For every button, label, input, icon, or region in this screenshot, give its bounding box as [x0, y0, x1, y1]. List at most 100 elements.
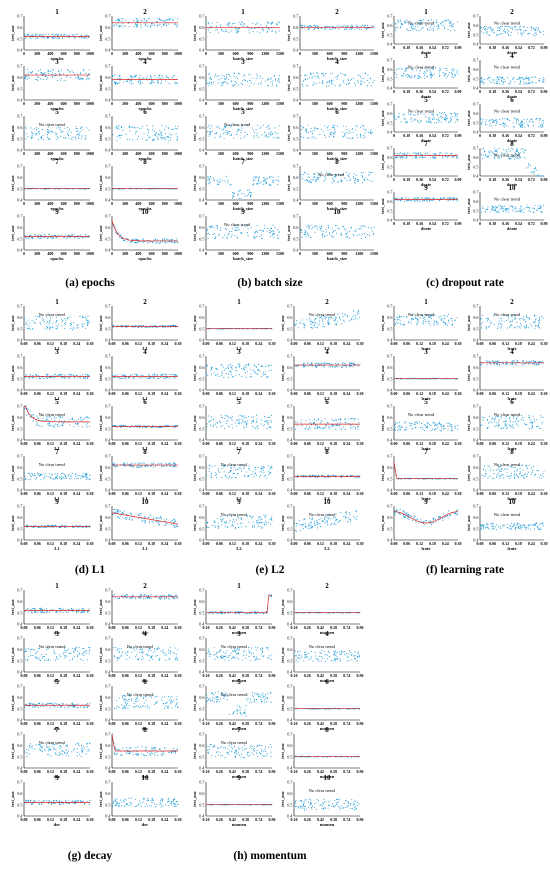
x-tick-label: 0.12 — [47, 441, 54, 446]
x-tick-label: 300 — [218, 151, 224, 156]
data-point — [167, 425, 168, 426]
data-point — [264, 179, 265, 180]
data-point — [87, 374, 88, 375]
data-point — [81, 138, 82, 139]
data-point — [316, 128, 317, 129]
data-point — [175, 377, 176, 378]
x-tick-label: 0 — [393, 177, 395, 182]
data-point — [508, 26, 509, 27]
x-tick-label: 0 — [479, 177, 481, 182]
data-point — [231, 236, 232, 237]
data-point — [416, 157, 417, 158]
x-tick-label: 1000 — [86, 51, 94, 56]
data-point — [232, 198, 233, 199]
data-point — [489, 35, 490, 36]
data-point — [89, 418, 90, 419]
data-point — [225, 29, 226, 30]
data-point — [82, 316, 83, 317]
data-point — [332, 28, 333, 29]
data-point — [211, 79, 212, 80]
data-point — [492, 79, 493, 80]
x-tick-label: 200 — [34, 201, 40, 206]
data-point — [239, 198, 240, 199]
data-point — [146, 140, 147, 141]
data-point — [216, 26, 217, 27]
data-point — [325, 178, 326, 179]
data-point — [164, 238, 165, 239]
data-point — [334, 125, 335, 126]
data-point — [417, 120, 418, 121]
data-point — [314, 25, 315, 26]
x-tick-label: 1500 — [276, 251, 284, 256]
data-point — [305, 180, 306, 181]
data-point — [484, 79, 485, 80]
data-point — [47, 37, 48, 38]
data-point — [269, 184, 270, 185]
data-point — [79, 135, 80, 136]
x-tick-label: 0 — [111, 101, 113, 106]
data-point — [432, 114, 433, 115]
data-point — [273, 237, 274, 238]
y-tick-label: 0.5 — [199, 186, 204, 191]
data-point — [534, 208, 535, 209]
data-point — [357, 126, 358, 127]
x-tick-label: 0.06 — [34, 341, 41, 346]
data-point — [233, 137, 234, 138]
data-point — [122, 19, 123, 20]
data-point — [411, 200, 412, 201]
data-point — [48, 37, 49, 38]
data-point — [113, 463, 114, 464]
data-point — [167, 377, 168, 378]
data-point — [444, 73, 445, 74]
data-point — [151, 463, 152, 464]
data-point — [157, 82, 158, 83]
data-point — [532, 172, 533, 173]
data-point — [415, 26, 416, 27]
data-point — [344, 133, 345, 134]
data-point — [272, 225, 273, 226]
data-point — [214, 180, 215, 181]
y-tick-label: 0.7 — [17, 454, 22, 459]
data-point — [257, 133, 258, 134]
data-point — [158, 83, 159, 84]
data-point — [73, 35, 74, 36]
y-tick-label: 0.6 — [293, 175, 298, 180]
data-point — [79, 133, 80, 134]
data-point — [147, 129, 148, 130]
data-point — [499, 119, 500, 120]
data-point — [65, 475, 66, 476]
data-point — [404, 201, 405, 202]
y-tick-label: 0.5 — [17, 136, 22, 141]
annotation-label: No clear trend — [39, 312, 66, 317]
data-point — [78, 477, 79, 478]
data-point — [82, 129, 83, 130]
data-point — [238, 129, 239, 130]
data-point — [427, 152, 428, 153]
data-point — [428, 122, 429, 123]
data-point — [332, 178, 333, 179]
x-tick-label: 0 — [299, 251, 301, 256]
data-point — [255, 24, 256, 25]
data-point — [310, 225, 311, 226]
data-point — [38, 128, 39, 129]
data-point — [47, 237, 48, 238]
data-point — [254, 180, 255, 181]
data-point — [25, 377, 26, 378]
data-point — [345, 26, 346, 27]
data-point — [175, 23, 176, 24]
data-point — [485, 156, 486, 157]
data-point — [125, 378, 126, 379]
data-point — [405, 119, 406, 120]
x-tick-label: 1000 — [174, 51, 182, 56]
y-tick-label: 0.6 — [199, 175, 204, 180]
data-point — [301, 126, 302, 127]
data-point — [264, 225, 265, 226]
data-point — [507, 33, 508, 34]
data-point — [176, 26, 177, 27]
data-point — [28, 72, 29, 73]
data-point — [365, 137, 366, 138]
data-point — [73, 327, 74, 328]
data-point — [174, 378, 175, 379]
data-point — [165, 133, 166, 134]
